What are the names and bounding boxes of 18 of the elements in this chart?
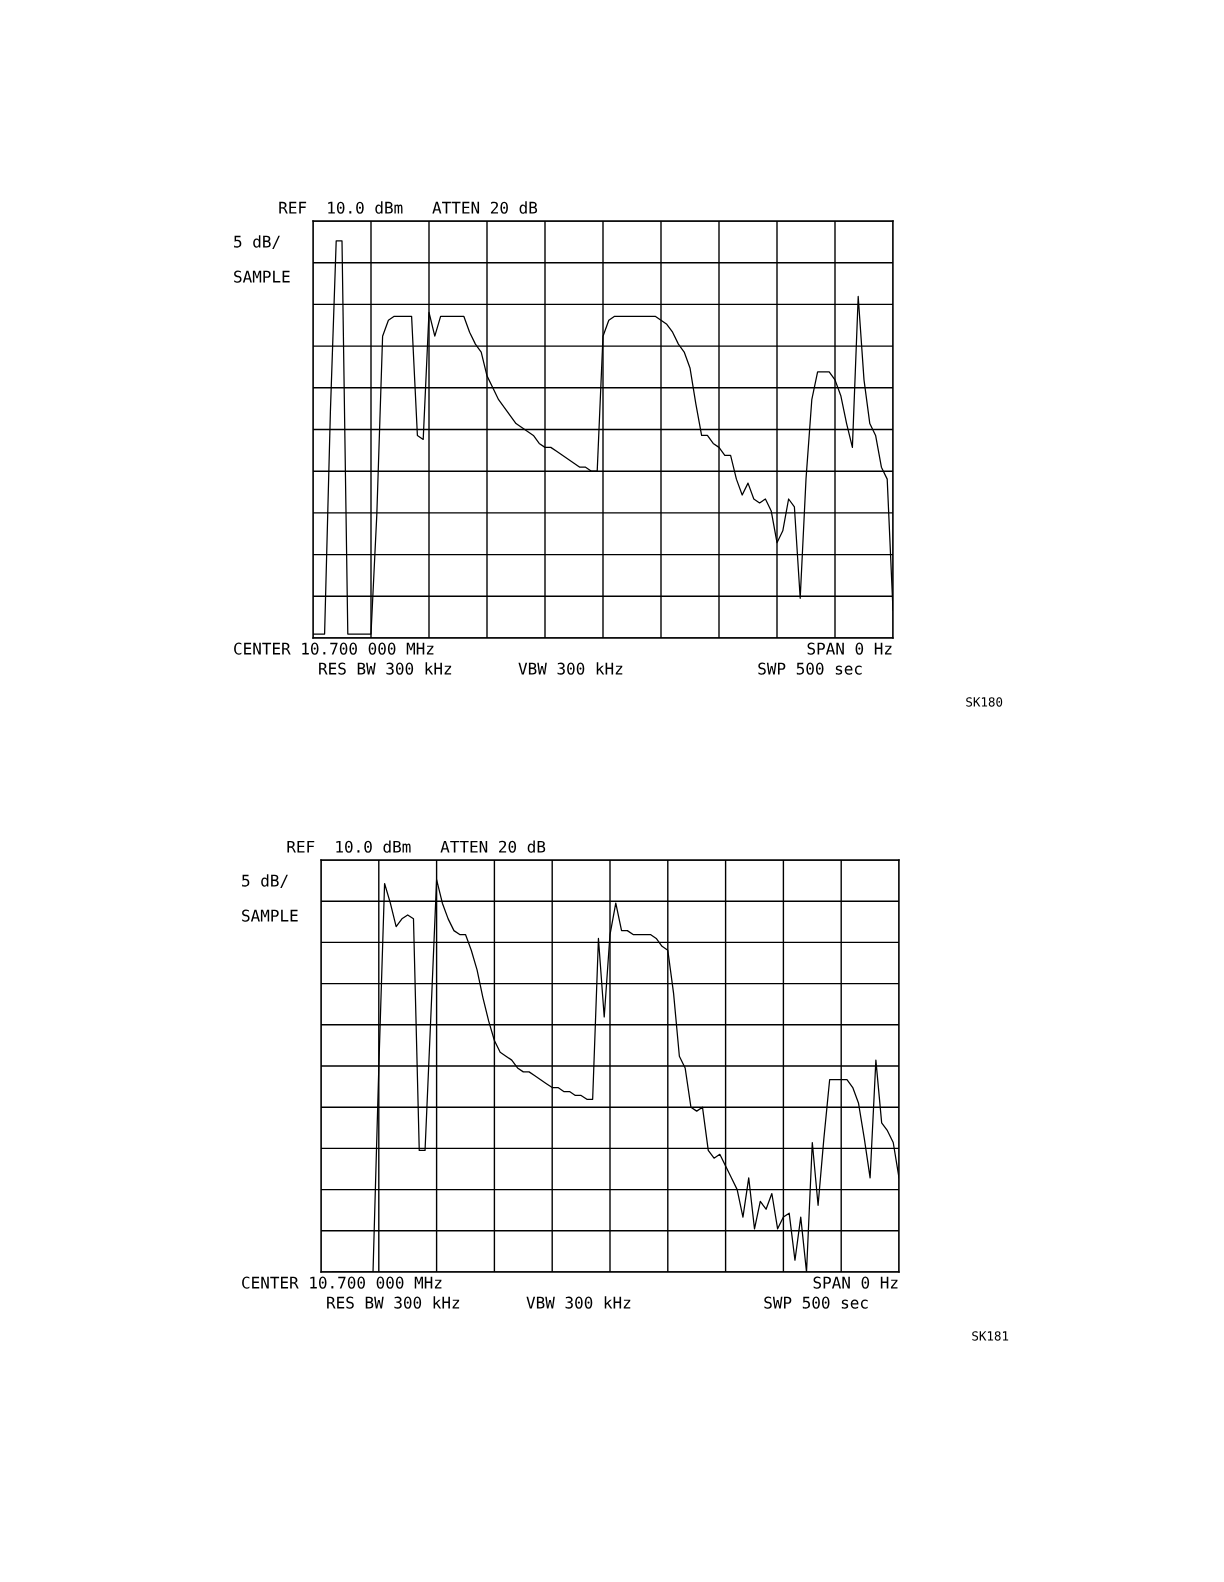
text: SAMPLE [242,909,298,922]
text: SWP 500 sec [764,1296,868,1309]
text: SPAN 0 Hz [813,1276,898,1289]
text: VBW 300 kHz [518,662,623,675]
text: CENTER 10.700 000 MHz [242,1276,442,1289]
text: 5 dB/ [242,874,288,888]
text: RES BW 300 kHz [319,662,452,675]
text: VBW 300 kHz [526,1296,631,1309]
text: RES BW 300 kHz [327,1296,460,1309]
text: SPAN 0 Hz [807,642,892,655]
chart-title: REF 10.0 dBm ATTEN 20 dB [279,201,538,214]
text: SK181 [972,1331,1009,1341]
text: SAMPLE [234,270,290,283]
text: 5 dB/ [234,235,280,249]
text: SWP 500 sec [758,662,862,675]
text: CENTER 10.700 000 MHz [234,642,434,655]
text: SK180 [966,697,1003,707]
chart-title: REF 10.0 dBm ATTEN 20 dB [287,840,546,853]
